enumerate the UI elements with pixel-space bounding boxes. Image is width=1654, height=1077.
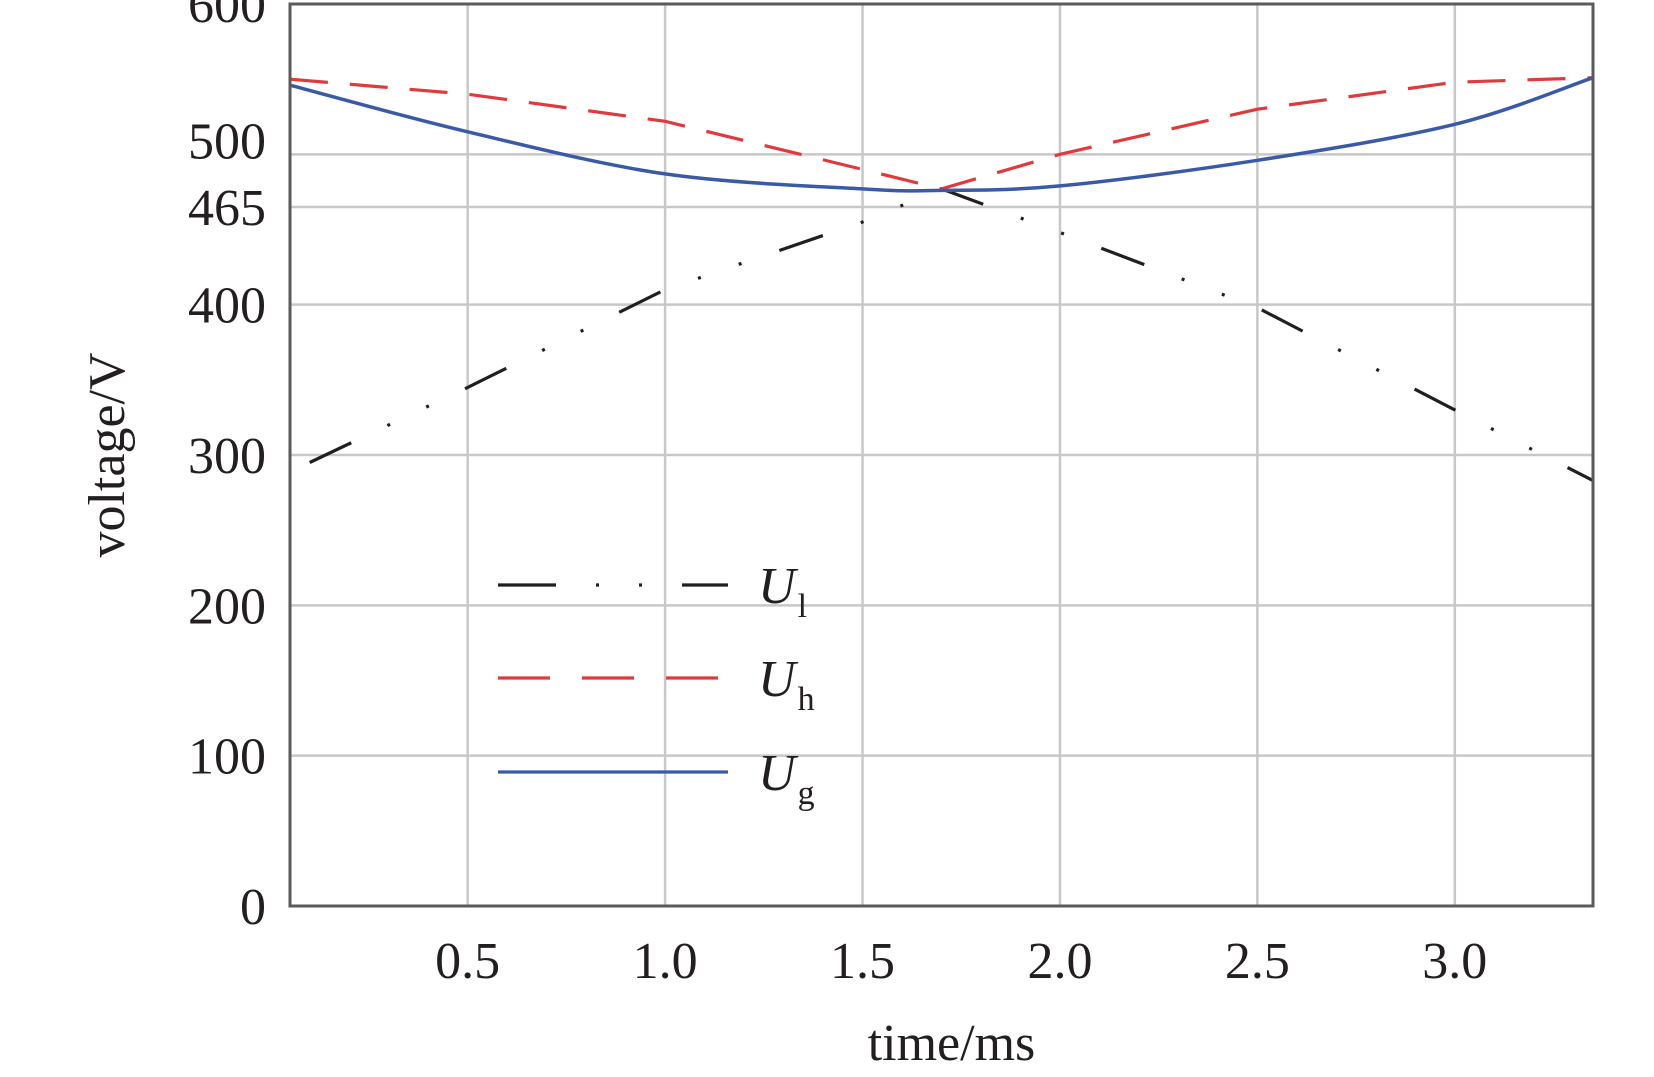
y-tick-label-7: 600 bbox=[188, 0, 266, 34]
series-line-Uh bbox=[289, 76, 1594, 191]
series-lines bbox=[289, 76, 1594, 483]
x-tick-labels: 0.5 1.0 1.5 2.0 2.5 3.0 bbox=[435, 933, 1487, 990]
x-tick-label-2: 1.5 bbox=[830, 933, 895, 990]
y-tick-label-6: 500 bbox=[188, 113, 266, 170]
legend: Ul Uh Ug bbox=[498, 558, 815, 812]
x-tick-label-0: 0.5 bbox=[435, 933, 500, 990]
y-tick-label-3: 300 bbox=[188, 428, 266, 485]
legend-label-Ug: Ug bbox=[758, 745, 815, 812]
y-tick-labels: 0 100 200 300 400 465 500 600 bbox=[188, 0, 266, 936]
legend-label-Uh: Uh bbox=[758, 651, 815, 718]
plot-frame bbox=[288, 2, 1595, 908]
legend-label-Ul: Ul bbox=[758, 558, 807, 625]
y-tick-label-1: 100 bbox=[188, 729, 266, 786]
x-tick-label-4: 2.5 bbox=[1225, 933, 1290, 990]
series-line-Ul bbox=[309, 187, 1594, 483]
y-axis-title: voltage/V bbox=[79, 352, 136, 557]
x-axis-title: time/ms bbox=[868, 1015, 1036, 1072]
y-tick-label-2: 200 bbox=[188, 578, 266, 635]
x-tick-label-3: 2.0 bbox=[1027, 933, 1092, 990]
x-tick-label-5: 3.0 bbox=[1422, 933, 1487, 990]
series-line-Ug bbox=[289, 76, 1594, 193]
x-tick-label-1: 1.0 bbox=[633, 933, 698, 990]
y-tick-label-0: 0 bbox=[240, 879, 266, 936]
y-tick-label-4: 400 bbox=[188, 278, 266, 335]
grid bbox=[290, 4, 1593, 906]
y-tick-label-5: 465 bbox=[188, 180, 266, 237]
